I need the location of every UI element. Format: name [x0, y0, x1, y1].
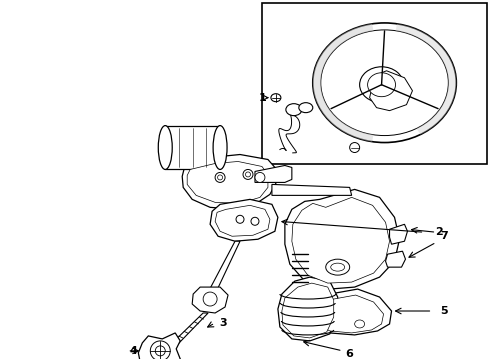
Text: 3: 3: [219, 318, 227, 328]
Ellipse shape: [331, 263, 344, 271]
Ellipse shape: [360, 67, 403, 103]
Polygon shape: [308, 289, 392, 335]
Polygon shape: [255, 166, 292, 183]
Ellipse shape: [218, 175, 222, 180]
Ellipse shape: [313, 23, 456, 143]
Ellipse shape: [321, 30, 448, 136]
Polygon shape: [386, 251, 406, 267]
Ellipse shape: [213, 126, 227, 170]
Polygon shape: [207, 241, 240, 294]
Ellipse shape: [286, 104, 302, 116]
Text: 5: 5: [441, 306, 448, 316]
Polygon shape: [292, 197, 390, 283]
Ellipse shape: [255, 172, 265, 183]
Ellipse shape: [368, 73, 395, 97]
Polygon shape: [313, 24, 373, 141]
Ellipse shape: [271, 94, 281, 102]
Bar: [262, 3, 487, 165]
Polygon shape: [272, 184, 352, 195]
Polygon shape: [168, 313, 208, 347]
Ellipse shape: [251, 217, 259, 225]
Polygon shape: [182, 154, 278, 209]
Polygon shape: [192, 287, 228, 313]
Ellipse shape: [350, 143, 360, 153]
Polygon shape: [395, 24, 456, 135]
Ellipse shape: [245, 172, 250, 177]
Polygon shape: [313, 295, 384, 333]
Polygon shape: [285, 189, 399, 289]
Text: 1: 1: [259, 93, 267, 103]
Ellipse shape: [355, 320, 365, 328]
Polygon shape: [390, 224, 408, 244]
Text: 2: 2: [436, 227, 443, 237]
Ellipse shape: [150, 341, 170, 360]
Polygon shape: [187, 162, 268, 203]
Ellipse shape: [203, 292, 217, 306]
Polygon shape: [282, 283, 334, 338]
Polygon shape: [369, 71, 413, 111]
Ellipse shape: [155, 346, 165, 356]
Text: 7: 7: [441, 231, 448, 241]
Text: 6: 6: [346, 349, 354, 359]
Ellipse shape: [215, 172, 225, 183]
Polygon shape: [215, 205, 270, 236]
Ellipse shape: [243, 170, 253, 179]
Ellipse shape: [236, 215, 244, 223]
Ellipse shape: [326, 259, 350, 275]
Polygon shape: [165, 126, 220, 170]
Polygon shape: [210, 199, 278, 241]
Ellipse shape: [299, 103, 313, 113]
Text: 4: 4: [129, 346, 137, 356]
Ellipse shape: [158, 126, 172, 170]
Polygon shape: [278, 277, 338, 341]
Polygon shape: [138, 333, 180, 360]
